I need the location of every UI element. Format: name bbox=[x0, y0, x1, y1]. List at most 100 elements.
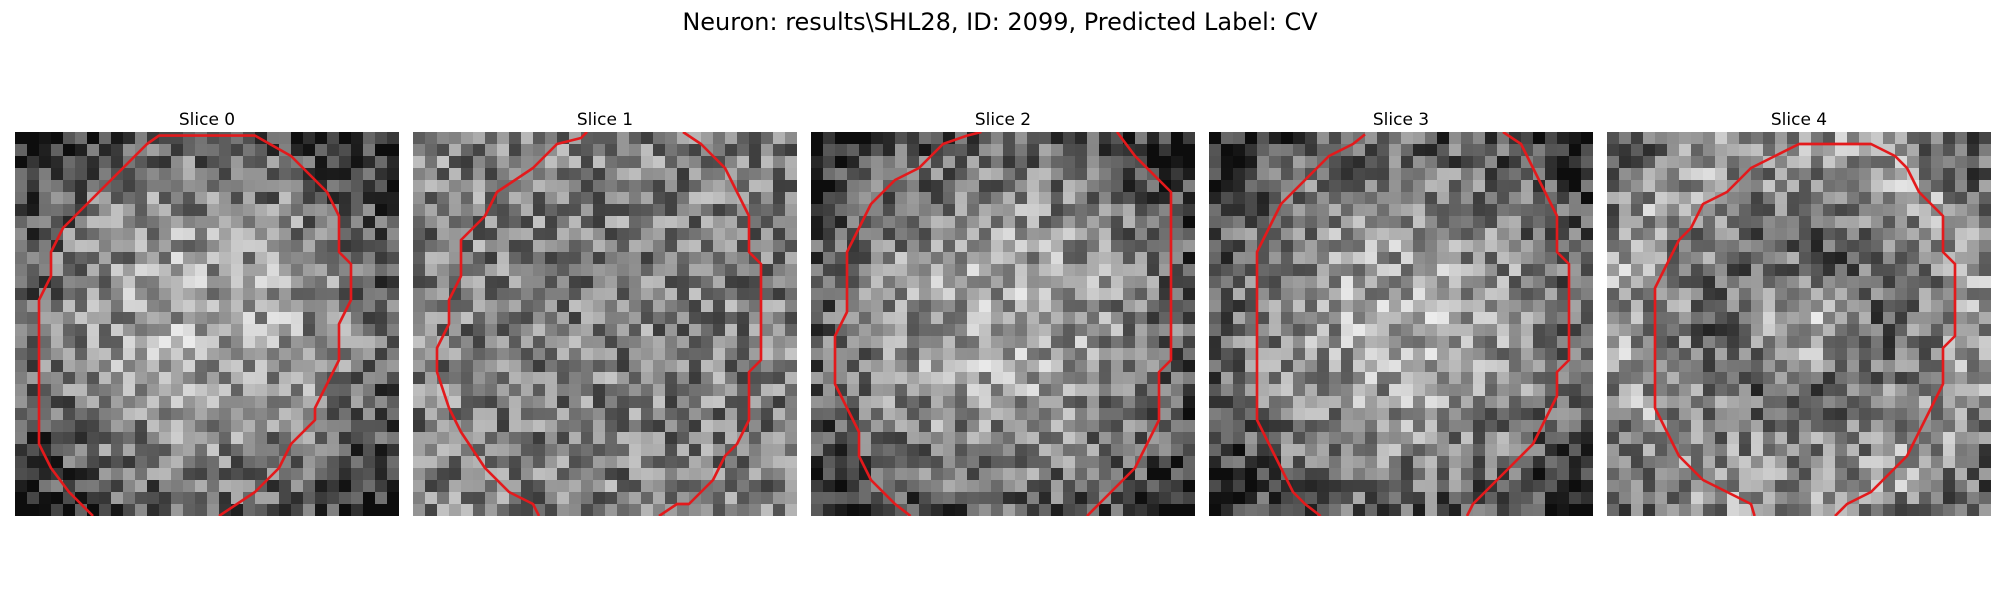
pixel bbox=[497, 264, 510, 277]
pixel bbox=[159, 504, 172, 516]
pixel bbox=[413, 264, 426, 277]
pixel bbox=[279, 252, 292, 265]
pixel bbox=[593, 348, 606, 361]
pixel bbox=[737, 480, 750, 493]
pixel bbox=[1257, 300, 1270, 313]
pixel bbox=[1643, 396, 1656, 409]
pixel bbox=[1655, 396, 1668, 409]
pixel bbox=[1099, 384, 1112, 397]
pixel bbox=[1171, 444, 1184, 457]
pixel bbox=[1123, 264, 1136, 277]
pixel bbox=[1703, 264, 1716, 277]
pixel bbox=[449, 312, 462, 325]
pixel bbox=[461, 288, 474, 301]
pixel bbox=[339, 420, 352, 433]
pixel bbox=[1883, 168, 1896, 181]
pixel bbox=[51, 432, 64, 445]
pixel bbox=[617, 360, 630, 373]
pixel bbox=[1979, 168, 1991, 181]
pixel bbox=[979, 204, 992, 217]
pixel bbox=[1269, 264, 1282, 277]
pixel bbox=[195, 252, 208, 265]
pixel bbox=[449, 360, 462, 373]
pixel bbox=[111, 504, 124, 516]
pixel bbox=[979, 252, 992, 265]
pixel bbox=[1039, 444, 1052, 457]
pixel bbox=[557, 480, 570, 493]
pixel bbox=[653, 384, 666, 397]
pixel bbox=[1859, 396, 1872, 409]
pixel bbox=[1183, 492, 1195, 505]
pixel bbox=[1931, 192, 1944, 205]
pixel bbox=[461, 420, 474, 433]
pixel bbox=[991, 336, 1004, 349]
pixel bbox=[425, 300, 438, 313]
pixel bbox=[291, 420, 304, 433]
pixel bbox=[375, 192, 388, 205]
pixel bbox=[761, 372, 774, 385]
pixel bbox=[1643, 240, 1656, 253]
pixel bbox=[485, 168, 498, 181]
pixel bbox=[267, 408, 280, 421]
pixel bbox=[15, 396, 28, 409]
pixel bbox=[1967, 336, 1980, 349]
pixel bbox=[1607, 348, 1620, 361]
pixel bbox=[557, 240, 570, 253]
pixel bbox=[1353, 144, 1366, 157]
pixel bbox=[1485, 288, 1498, 301]
pixel bbox=[363, 432, 376, 445]
pixel bbox=[1341, 324, 1354, 337]
pixel bbox=[1365, 444, 1378, 457]
pixel bbox=[871, 240, 884, 253]
pixel bbox=[1245, 168, 1258, 181]
pixel bbox=[1943, 192, 1956, 205]
pixel bbox=[811, 444, 824, 457]
pixel bbox=[641, 144, 654, 157]
pixel bbox=[39, 144, 52, 157]
pixel bbox=[1943, 408, 1956, 421]
pixel bbox=[1221, 276, 1234, 289]
pixel bbox=[773, 408, 786, 421]
pixel bbox=[509, 348, 522, 361]
pixel bbox=[425, 180, 438, 193]
pixel bbox=[1027, 444, 1040, 457]
pixel bbox=[557, 264, 570, 277]
pixel bbox=[1811, 312, 1824, 325]
pixel bbox=[1907, 384, 1920, 397]
pixel bbox=[1051, 144, 1064, 157]
pixel bbox=[485, 156, 498, 169]
pixel bbox=[1473, 264, 1486, 277]
pixel bbox=[279, 348, 292, 361]
pixel bbox=[701, 372, 714, 385]
pixel bbox=[605, 324, 618, 337]
pixel bbox=[1607, 168, 1620, 181]
pixel bbox=[183, 156, 196, 169]
pixel bbox=[1667, 264, 1680, 277]
pixel bbox=[1233, 324, 1246, 337]
pixel bbox=[1221, 504, 1234, 516]
pixel bbox=[63, 204, 76, 217]
pixel bbox=[1509, 156, 1522, 169]
pixel bbox=[521, 180, 534, 193]
pixel bbox=[737, 180, 750, 193]
pixel bbox=[255, 432, 268, 445]
pixel bbox=[51, 408, 64, 421]
slice-panel-1: Slice 1 bbox=[413, 108, 797, 516]
pixel bbox=[1099, 312, 1112, 325]
pixel bbox=[111, 264, 124, 277]
pixel bbox=[99, 384, 112, 397]
pixel bbox=[907, 192, 920, 205]
pixel bbox=[1739, 348, 1752, 361]
pixel bbox=[135, 168, 148, 181]
pixel bbox=[761, 468, 774, 481]
pixel bbox=[497, 444, 510, 457]
pixel bbox=[1581, 156, 1593, 169]
pixel bbox=[761, 204, 774, 217]
pixel bbox=[1521, 372, 1534, 385]
pixel bbox=[1811, 180, 1824, 193]
pixel bbox=[1955, 264, 1968, 277]
pixel bbox=[1787, 264, 1800, 277]
pixel bbox=[1967, 204, 1980, 217]
pixel bbox=[1847, 348, 1860, 361]
pixel bbox=[991, 408, 1004, 421]
